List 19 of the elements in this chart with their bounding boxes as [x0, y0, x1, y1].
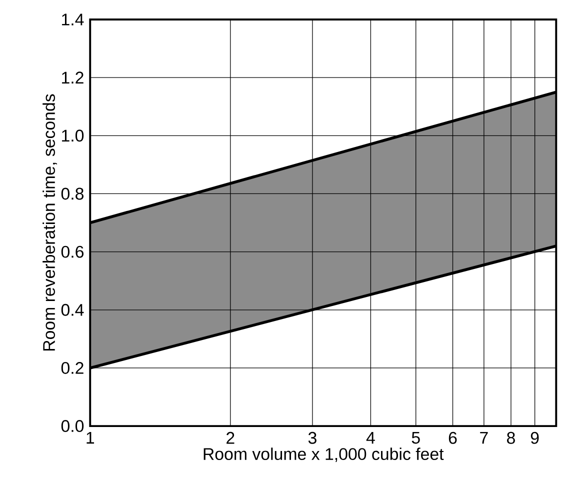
x-tick-label: 5: [412, 432, 420, 444]
y-tick-label: 0.8: [61, 188, 84, 200]
y-tick-label: 1.4: [62, 13, 84, 26]
x-tick-label: 9: [530, 432, 539, 444]
y-tick-label: 0.0: [61, 420, 84, 432]
y-tick-label: 1.0: [62, 129, 84, 142]
x-tick-label: 3: [308, 432, 316, 444]
y-tick-label: 1.2: [62, 71, 84, 84]
y-tick-label: 0.6: [61, 246, 84, 258]
x-tick-label: 2: [226, 432, 234, 444]
x-tick-label: 6: [448, 432, 457, 444]
y-tick-label: 0.2: [61, 362, 84, 374]
x-tick-label: 8: [507, 432, 515, 444]
x-tick-label: 7: [480, 432, 488, 444]
x-axis-title: Room volume x 1,000 cubic feet: [204, 447, 444, 462]
y-axis-title: Room reverberation time, seconds: [42, 94, 58, 350]
x-tick-label: 4: [366, 432, 375, 444]
y-tick-label: 0.4: [61, 304, 84, 316]
x-tick-label: 1: [86, 432, 94, 444]
